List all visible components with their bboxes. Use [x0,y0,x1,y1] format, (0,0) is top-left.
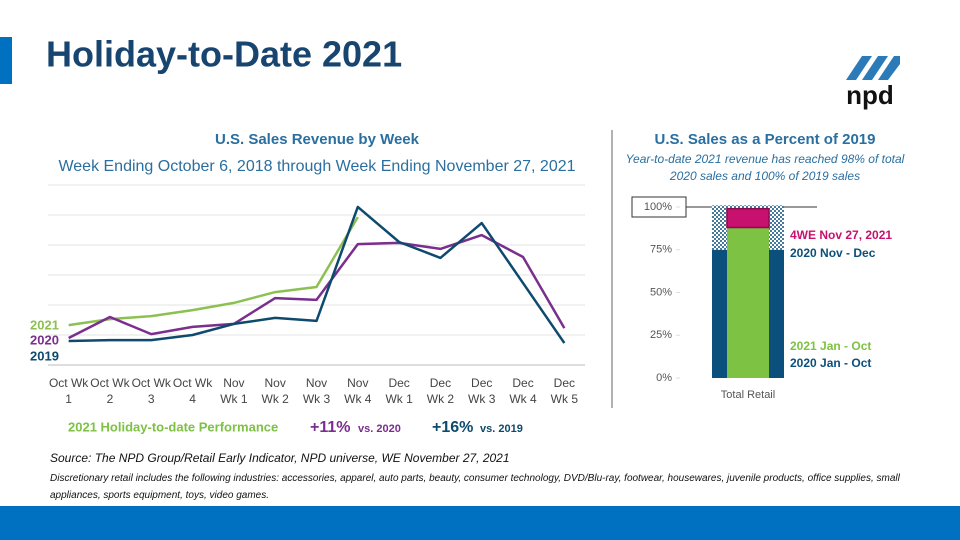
y-tick-label: 100% [644,201,672,213]
x-tick-label: Nov Wk 1 [220,376,248,406]
performance-versus: vs. 2019 [480,423,523,435]
x-tick-label: Dec Wk 5 [550,376,579,406]
x-tick-label: Dec Wk 3 [468,376,496,406]
legend-label: 2019 [30,348,59,363]
bar-segment [727,227,769,378]
chart-subtitle: Week Ending October 6, 2018 through Week… [58,158,575,175]
series-label: 2020 Jan - Oct [790,356,871,370]
x-tick-label: Dec Wk 2 [426,376,455,406]
source: Source: The NPD Group/Retail Early Indic… [50,451,510,465]
note: Discretionary retail includes the follow… [50,473,900,501]
y-tick-label: 0% [656,372,672,384]
series-label: 4WE Nov 27, 2021 [790,228,892,242]
x-tick-label: Nov Wk 3 [302,376,331,406]
x-tick-label: Nov Wk 4 [344,376,372,406]
performance-change: +16% [432,419,473,436]
x-tick-label: Nov Wk 2 [261,376,289,406]
x-tick-label: Oct Wk 4 [172,376,213,406]
series-label: 2020 Nov - Dec [790,246,876,260]
y-tick-label: 75% [650,244,672,256]
x-tick-label: Dec Wk 1 [385,376,413,406]
chart-subtitle: Year-to-date 2021 revenue has reached 98… [625,152,905,183]
logo: npd [846,56,900,110]
x-tick-label: Oct Wk 2 [90,376,130,406]
legend-label: 2020 [30,332,59,347]
bar-segment [726,207,770,229]
footer-band [0,506,960,540]
y-tick-label: 50% [650,286,672,298]
y-tick-label: 25% [650,329,672,341]
slide-title: Holiday-to-Date 2021 [46,34,402,75]
performance-label: 2021 Holiday-to-date Performance [68,419,278,434]
series-line [68,205,566,344]
series-line [68,233,566,340]
x-tick-label: Total Retail [721,389,775,401]
series-label: 2021 Jan - Oct [790,339,871,353]
chart-title: U.S. Sales as a Percent of 2019 [655,131,876,148]
performance-change: +11% [310,419,350,436]
logo-text: npd [846,80,894,110]
legend-label: 2021 [30,317,59,332]
performance-versus: vs. 2020 [358,423,401,435]
x-tick-label: Dec Wk 4 [509,376,537,406]
x-tick-label: Oct Wk 3 [131,376,171,406]
accent-bar [0,37,12,84]
x-tick-label: Oct Wk 1 [48,376,89,406]
series-line [68,216,359,327]
chart-title: U.S. Sales Revenue by Week [215,131,420,148]
